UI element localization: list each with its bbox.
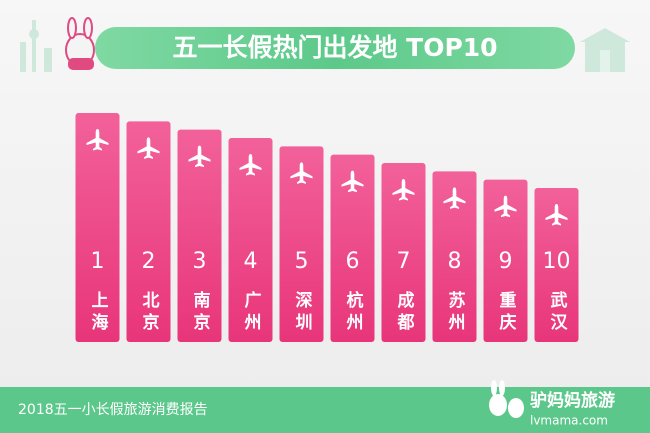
mascot [65,17,95,70]
rank-label: 2 [142,249,156,274]
category-label: 南京 [190,290,211,335]
category-label: 成都 [394,290,416,335]
bar [75,113,120,342]
rank-label: 9 [499,249,513,274]
rank-label: 4 [244,249,258,274]
footer-source: 2018五一小长假旅游消费报告 [18,402,208,418]
rank-label: 1 [91,249,105,274]
footer-band [0,387,650,433]
rank-label: 10 [543,249,571,274]
rank-label: 7 [397,249,411,274]
category-label: 重庆 [496,290,517,335]
rank-label: 5 [295,249,309,274]
skyline-right [580,28,630,72]
category-label: 武汉 [547,290,568,335]
bar [330,154,375,342]
bar [534,188,579,342]
bar [177,129,222,342]
bar [228,138,273,342]
brand-logo [489,380,524,418]
category-label: 广州 [241,290,263,335]
category-label: 苏州 [445,290,467,335]
rank-label: 6 [346,249,360,274]
category-label: 北京 [139,291,160,335]
category-label: 上海 [88,291,109,335]
rank-label: 8 [448,249,462,274]
title-banner [95,27,575,69]
skyline-left [20,20,52,72]
bar [432,171,477,342]
bar [126,121,171,342]
brand-url: lvmama.com [530,414,608,428]
chart-title: 五一长假热门出发地 TOP10 [172,33,497,62]
category-label: 杭州 [343,290,365,335]
brand-name: 驴妈妈旅游 [530,390,615,411]
category-label: 深圳 [292,290,313,335]
bar [483,179,528,342]
rank-label: 3 [193,249,207,274]
bar [279,146,324,342]
bar [381,163,426,342]
